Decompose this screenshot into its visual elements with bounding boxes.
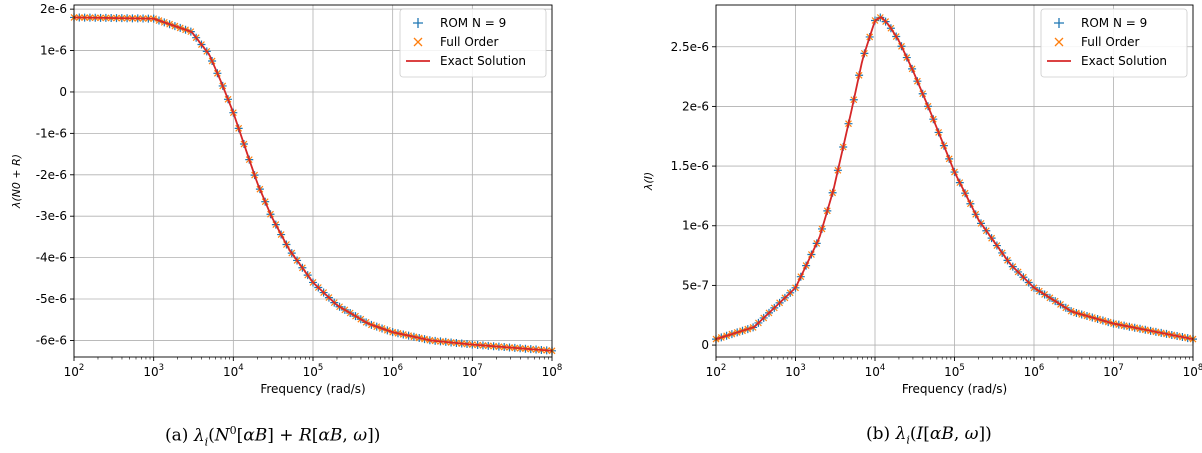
tick-label-y: -2e-6: [36, 168, 67, 182]
tick-label-y: 1e-6: [682, 219, 709, 233]
tick-label-y: 2e-6: [682, 99, 709, 113]
legend-entry: Full Order: [1081, 35, 1140, 49]
tick-label-y: 5e-7: [682, 278, 709, 292]
tick-label-y: -4e-6: [36, 251, 67, 265]
legend-marker-plus: [413, 18, 423, 28]
tick-label-x: 103: [143, 363, 164, 379]
tick-label-x: 104: [865, 363, 886, 379]
legend-entry: Exact Solution: [1081, 54, 1167, 68]
tick-label-y: -5e-6: [36, 292, 67, 306]
tick-label-x: 108: [542, 363, 563, 379]
legend-marker-plus: [1054, 18, 1064, 28]
y-axis-label: λ(N0 + R): [10, 154, 23, 209]
caption-b: (b) λi(I[αB, ω]): [866, 424, 992, 447]
tick-label-y: 0: [701, 338, 709, 352]
tick-label-y: -1e-6: [36, 126, 67, 140]
caption-a: (a) λi(N0[αB] + R[αB, ω]): [165, 424, 381, 449]
legend-entry: ROM N = 9: [440, 16, 506, 30]
tick-label-x: 104: [223, 363, 244, 379]
tick-label-x: 102: [706, 363, 727, 379]
x-axis-label: Frequency (rad/s): [260, 382, 365, 396]
tick-label-x: 102: [64, 363, 85, 379]
legend-entry: Full Order: [440, 35, 499, 49]
tick-label-x: 105: [303, 363, 324, 379]
legend-marker-x: [413, 37, 423, 47]
tick-label-y: 2e-6: [40, 2, 67, 16]
legend-box: [399, 8, 547, 78]
tick-label-x: 106: [382, 363, 403, 379]
tick-label-x: 108: [1183, 363, 1202, 379]
tick-label-y: 0: [59, 85, 67, 99]
tick-label-y: -6e-6: [36, 333, 67, 347]
chart-panel-b: 102 103 104 105 106 107 108 2.5e-6 2e-6 1.5e-6 1e-…: [642, 4, 1202, 396]
tick-label-x: 107: [462, 363, 483, 379]
tick-label-y: 1.5e-6: [671, 159, 709, 173]
tick-label-x: 106: [1024, 363, 1045, 379]
legend: ROM N = 9 Full Order Exact Solution: [399, 8, 547, 78]
tick-label-x: 103: [785, 363, 806, 379]
legend: ROM N = 9 Full Order Exact Solution: [1040, 8, 1188, 78]
tick-label-y: 1e-6: [40, 44, 67, 58]
tick-label-y: -3e-6: [36, 209, 67, 223]
series-exact-line: [73, 16, 553, 352]
y-axis-label: λ(I): [642, 172, 655, 191]
series-exact-line: [715, 16, 1194, 340]
x-axis-label: Frequency (rad/s): [902, 382, 1007, 396]
legend-entry: Exact Solution: [440, 54, 526, 68]
legend-marker-x: [1054, 37, 1064, 47]
legend-box: [1040, 8, 1188, 78]
tick-label-y: 2.5e-6: [671, 40, 709, 54]
legend-entry: ROM N = 9: [1081, 16, 1147, 30]
tick-label-x: 105: [944, 363, 965, 379]
tick-label-x: 107: [1103, 363, 1124, 379]
chart-panel-a: 102 103 104 105 106 107 108 2e-6 1e-6 0 -1e-6 -2e-6…: [10, 2, 562, 396]
